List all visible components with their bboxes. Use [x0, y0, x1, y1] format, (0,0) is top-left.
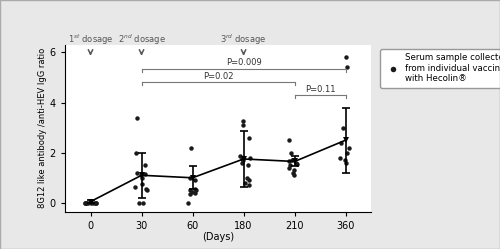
Text: P=0.02: P=0.02 — [203, 72, 234, 81]
Y-axis label: 8G12 like antibody /anti-HEV IgG ratio: 8G12 like antibody /anti-HEV IgG ratio — [38, 48, 47, 208]
Text: 2$^{nd}$ dosage: 2$^{nd}$ dosage — [118, 32, 166, 47]
Text: P=0.11: P=0.11 — [305, 85, 336, 94]
X-axis label: (Days): (Days) — [202, 232, 234, 242]
Text: P=0.009: P=0.009 — [226, 59, 262, 67]
Text: 3$^{rd}$ dosage: 3$^{rd}$ dosage — [220, 32, 267, 47]
Legend: Serum sample collected
from individual vaccinated
with Hecolin®: Serum sample collected from individual v… — [380, 49, 500, 88]
Text: 1$^{st}$ dosage: 1$^{st}$ dosage — [68, 32, 114, 47]
